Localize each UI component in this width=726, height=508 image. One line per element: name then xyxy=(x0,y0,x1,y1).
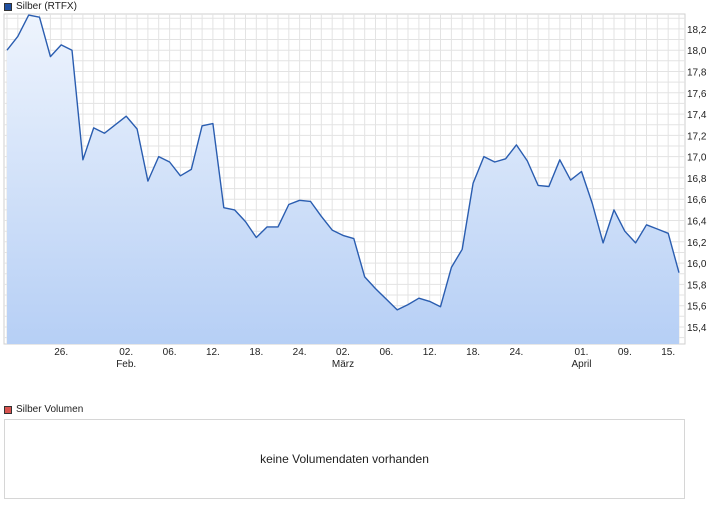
x-tick-label: 09. xyxy=(618,347,632,358)
x-tick-label: 12. xyxy=(206,347,220,358)
y-tick-label: 15,8 xyxy=(687,280,707,291)
price-chart: 18,2 18,0 17,8 17,6 17,4 17,2 17,0 16,8 16,6 16,4… xyxy=(3,13,707,370)
y-tick-label: 16,2 xyxy=(687,238,707,249)
y-tick-label: 16,8 xyxy=(687,174,707,185)
y-tick-label: 16,6 xyxy=(687,195,707,206)
x-tick-label: 18. xyxy=(249,347,263,358)
y-tick-label: 15,4 xyxy=(687,323,707,334)
y-tick-label: 17,2 xyxy=(687,131,707,142)
x-tick-label: 02. xyxy=(119,347,133,358)
x-tick-month-label: März xyxy=(332,359,354,370)
price-legend-swatch xyxy=(4,2,12,11)
x-tick-label: 06. xyxy=(163,347,177,358)
price-legend-label: Silber (RTFX) xyxy=(16,1,77,12)
y-tick-label: 15,6 xyxy=(687,302,707,313)
y-tick-label: 18,2 xyxy=(687,25,707,36)
volume-legend-swatch xyxy=(4,405,12,414)
x-tick-label: 15. xyxy=(661,347,675,358)
y-tick-label: 17,0 xyxy=(687,153,707,164)
y-tick-label: 16,4 xyxy=(687,217,707,228)
x-tick-label: 01. xyxy=(575,347,589,358)
x-tick-label: 24. xyxy=(509,347,523,358)
volume-legend: Silber Volumen xyxy=(4,404,83,415)
y-tick-label: 17,8 xyxy=(687,68,707,79)
price-legend: Silber (RTFX) xyxy=(4,1,77,12)
x-tick-month-label: April xyxy=(571,359,591,370)
volume-panel: keine Volumendaten vorhanden xyxy=(4,419,685,499)
x-tick-label: 02. xyxy=(336,347,350,358)
volume-legend-label: Silber Volumen xyxy=(16,404,84,415)
y-tick-label: 17,4 xyxy=(687,110,707,121)
price-area xyxy=(7,15,679,344)
volume-empty-message: keine Volumendaten vorhanden xyxy=(260,452,429,466)
y-tick-label: 16,0 xyxy=(687,259,707,270)
x-tick-month-label: Feb. xyxy=(116,359,136,370)
x-tick-label: 26. xyxy=(54,347,68,358)
x-tick-label: 18. xyxy=(466,347,480,358)
x-tick-label: 12. xyxy=(423,347,437,358)
price-line xyxy=(6,14,680,311)
y-tick-label: 17,6 xyxy=(687,89,707,100)
x-tick-label: 24. xyxy=(293,347,307,358)
x-tick-label: 06. xyxy=(379,347,393,358)
y-tick-label: 18,0 xyxy=(687,46,707,57)
